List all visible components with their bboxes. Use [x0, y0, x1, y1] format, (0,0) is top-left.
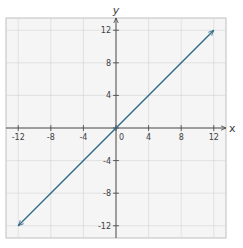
x-tick — [148, 125, 149, 131]
y-tick — [113, 160, 119, 161]
y-tick-label: 8 — [106, 59, 111, 68]
y-tick-label: -12 — [98, 222, 111, 231]
y-tick — [113, 225, 119, 226]
grid-line — [6, 30, 226, 31]
y-tick-label: -8 — [103, 189, 111, 198]
x-tick-label: 8 — [179, 133, 184, 142]
y-tick-label: 4 — [106, 91, 111, 100]
x-tick-label: 0 — [119, 133, 124, 142]
x-tick-label: 4 — [146, 133, 151, 142]
grid-line — [50, 18, 51, 238]
x-tick-label: -4 — [79, 133, 87, 142]
grid-line — [83, 18, 84, 238]
y-tick — [113, 30, 119, 31]
grid-line — [148, 18, 149, 238]
x-axis-label: x — [229, 122, 236, 135]
grid-line — [6, 225, 226, 226]
data-line — [18, 30, 214, 226]
grid-line — [6, 95, 226, 96]
x-tick — [83, 125, 84, 131]
x-tick — [18, 125, 19, 131]
grid-line — [6, 193, 226, 194]
x-tick — [50, 125, 51, 131]
y-tick — [113, 95, 119, 96]
plot-frame — [6, 18, 226, 238]
grid-line — [181, 18, 182, 238]
y-tick-label: 12 — [101, 26, 111, 35]
grid-line — [6, 62, 226, 63]
x-tick-label: -12 — [12, 133, 25, 142]
x-tick — [213, 125, 214, 131]
grid-line — [18, 18, 19, 238]
chart: -12 -8 -4 0 4 8 12 -12 -8 -4 4 8 12 x y — [0, 0, 243, 248]
x-tick-label: 12 — [209, 133, 219, 142]
y-tick — [113, 193, 119, 194]
y-tick — [113, 62, 119, 63]
grid-line — [213, 18, 214, 238]
plot-area — [18, 30, 214, 226]
y-axis-label: y — [112, 4, 120, 17]
x-tick — [181, 125, 182, 131]
y-tick-label: -4 — [103, 157, 111, 166]
grid-line — [6, 160, 226, 161]
x-tick-label: -8 — [47, 133, 55, 142]
